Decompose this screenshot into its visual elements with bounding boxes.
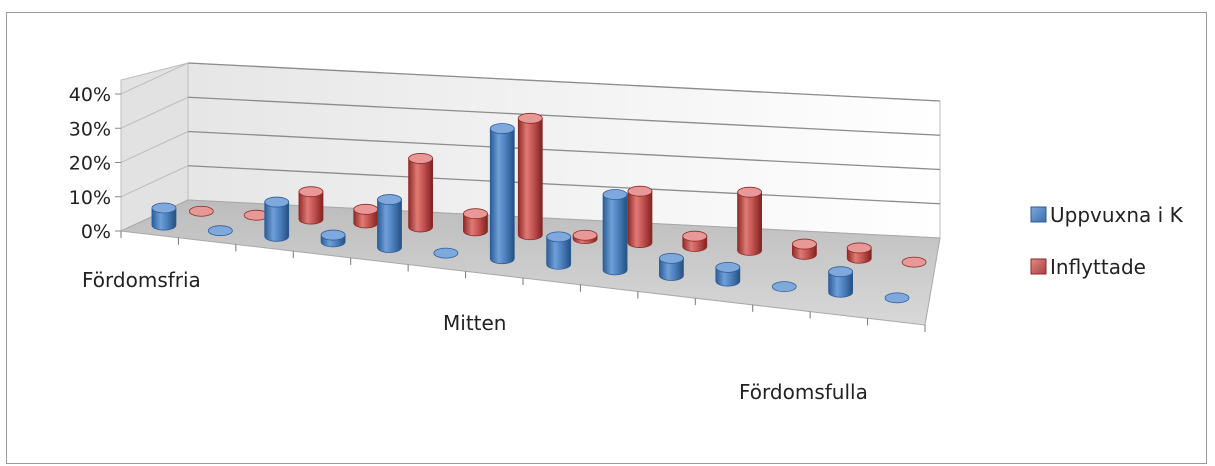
legend: Uppvuxna i K Inflyttade xyxy=(1030,203,1184,279)
bar-uppvuxna-3 xyxy=(264,196,290,242)
bar-top xyxy=(207,225,233,237)
bar-body xyxy=(659,257,684,281)
bar-body xyxy=(298,191,324,225)
bar-inflyttade-14 xyxy=(901,256,927,268)
bar-inflyttade-11 xyxy=(737,186,762,256)
bar-uppvuxna-10 xyxy=(659,252,684,281)
bar-top xyxy=(433,247,459,259)
y-tick-label: 0% xyxy=(81,221,111,243)
bar-body xyxy=(517,117,543,241)
category-labels: Fördomsfria Mitten Fördomsfulla xyxy=(82,268,868,404)
bar-top xyxy=(682,230,708,242)
gridline-side xyxy=(120,96,189,129)
bar-top xyxy=(659,252,684,264)
bar-inflyttade-1 xyxy=(188,205,214,217)
bar-body xyxy=(546,236,572,270)
gridline-side xyxy=(120,62,189,95)
bar-top xyxy=(846,242,872,254)
bar-uppvuxna-5 xyxy=(377,194,402,253)
bar-top xyxy=(884,292,910,304)
y-tick-label: 30% xyxy=(69,118,111,140)
y-axis-ticks: 0% 10% 20% 30% 40% xyxy=(69,84,121,243)
bar-top xyxy=(602,189,628,200)
category-label: Fördomsfulla xyxy=(739,380,868,404)
bar-top xyxy=(792,238,817,250)
bar-uppvuxna-7 xyxy=(489,123,515,265)
bar-uppvuxna-11 xyxy=(715,261,741,287)
bar-top xyxy=(298,186,324,198)
category-label: Mitten xyxy=(443,311,506,335)
bar-top xyxy=(572,229,598,241)
gridline xyxy=(187,96,941,136)
gridline-side xyxy=(120,165,189,198)
y-tick-label: 10% xyxy=(69,187,111,209)
bar-top xyxy=(264,196,290,208)
bar-body xyxy=(151,207,177,231)
legend-label-inflyttade: Inflyttade xyxy=(1050,255,1146,279)
bar-top xyxy=(771,281,797,293)
gridline-side xyxy=(120,131,189,163)
bar-top xyxy=(377,194,402,205)
bar-inflyttade-10 xyxy=(682,230,708,252)
legend-swatch-uppvuxna xyxy=(1030,206,1047,223)
bar-inflyttade-12 xyxy=(792,238,817,260)
bar-body xyxy=(377,199,402,253)
bar-uppvuxna-2 xyxy=(207,225,233,237)
bar-uppvuxna-8 xyxy=(546,231,572,270)
bars xyxy=(151,112,927,304)
bar-inflyttade-3 xyxy=(298,186,324,225)
bar-top xyxy=(353,203,379,215)
bar-uppvuxna-13 xyxy=(828,266,854,298)
bar-body xyxy=(408,158,434,233)
bar-top xyxy=(627,185,653,197)
bar-top xyxy=(188,205,214,217)
bar-uppvuxna-1 xyxy=(151,202,177,231)
bar-inflyttade-6 xyxy=(463,208,488,237)
bar-top xyxy=(546,231,572,243)
bar-uppvuxna-9 xyxy=(602,189,628,276)
bar-uppvuxna-14 xyxy=(884,292,910,304)
bar-top xyxy=(151,202,177,214)
bar-inflyttade-7 xyxy=(517,112,543,241)
bar-inflyttade-4 xyxy=(353,203,379,229)
bar-top xyxy=(828,266,854,278)
bar-body xyxy=(828,271,854,298)
bar-inflyttade-8 xyxy=(572,229,598,245)
bar-body xyxy=(602,194,628,276)
bar-top xyxy=(517,112,543,124)
bar-inflyttade-5 xyxy=(408,153,434,233)
bar-top xyxy=(489,123,515,134)
legend-label-uppvuxna: Uppvuxna i K xyxy=(1050,203,1184,227)
bar-body xyxy=(463,213,488,237)
bar-inflyttade-9 xyxy=(627,185,653,248)
legend-swatch-inflyttade xyxy=(1030,258,1047,275)
bar-body xyxy=(737,191,762,256)
bar-uppvuxna-12 xyxy=(771,281,797,293)
bar-top xyxy=(901,256,927,268)
bar-uppvuxna-6 xyxy=(433,247,459,259)
bar-body xyxy=(627,190,653,248)
bar-body xyxy=(264,201,290,242)
bar-top xyxy=(715,261,741,273)
gridline xyxy=(187,165,941,205)
gridlines xyxy=(120,62,941,332)
gridline xyxy=(187,130,941,171)
bar-top xyxy=(463,208,488,220)
category-label: Fördomsfria xyxy=(82,268,201,292)
bar-inflyttade-13 xyxy=(846,242,872,264)
gridline xyxy=(187,62,941,102)
bar-top xyxy=(408,153,434,164)
bar-top xyxy=(320,229,346,241)
y-tick-label: 40% xyxy=(69,84,111,106)
bar-body xyxy=(489,128,515,265)
bar-uppvuxna-4 xyxy=(320,229,346,248)
bar-top xyxy=(737,186,762,198)
y-tick-label: 20% xyxy=(69,153,111,175)
